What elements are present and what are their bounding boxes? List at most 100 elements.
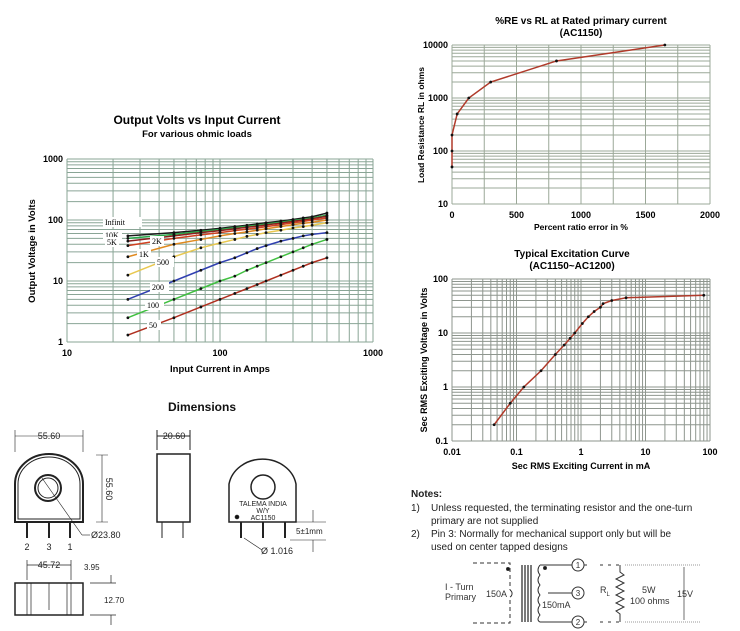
series-label-bg	[103, 230, 122, 240]
data-point	[126, 234, 130, 238]
data-point	[172, 236, 176, 240]
hole-leader	[41, 477, 83, 536]
y-tick-label: 1	[58, 337, 63, 347]
excitation-curve-chart: Typical Excitation Curve (AC1150~AC1200)…	[419, 249, 718, 471]
front-dim-lines	[14, 430, 108, 523]
data-point	[264, 261, 268, 265]
data-point	[325, 256, 329, 260]
y-tick-label: 100	[48, 215, 63, 225]
primary-winding	[509, 589, 513, 598]
dimensions-title: Dimensions	[168, 400, 236, 414]
data-point	[245, 287, 249, 291]
x-tick-label: 500	[509, 210, 524, 220]
x-tick-label: 0	[449, 210, 454, 220]
data-point	[291, 226, 295, 230]
data-point	[568, 336, 572, 340]
data-point	[553, 353, 557, 356]
chart-subtitle: For various ohmic loads	[142, 129, 252, 140]
data-point	[325, 218, 329, 222]
data-point	[310, 233, 314, 236]
resistor-power: 5W	[642, 585, 656, 595]
data-point	[291, 250, 295, 254]
series-label-bg	[137, 249, 151, 259]
data-point	[264, 225, 268, 228]
data-point	[126, 297, 130, 301]
data-point	[301, 225, 305, 228]
chart-title: Output Volts vs Input Current	[113, 113, 280, 127]
data-point	[126, 316, 130, 320]
note-1-num: 1)	[411, 503, 420, 514]
pin-3-terminal	[571, 586, 585, 600]
hole-dim: Ø23.80	[91, 530, 121, 540]
data-point	[126, 236, 130, 240]
data-point	[310, 220, 314, 224]
front-view-inner	[17, 456, 81, 520]
data-point	[245, 268, 249, 272]
transformer-core	[521, 565, 532, 622]
y-tick-label: 0.1	[435, 436, 448, 446]
x-axis-label: Sec RMS Exciting Current in mA	[512, 461, 651, 471]
data-point	[325, 221, 329, 225]
data-point	[580, 322, 584, 325]
y-tick-label: 1000	[428, 93, 448, 103]
data-point	[586, 315, 590, 319]
data-point	[255, 247, 259, 250]
data-point	[218, 229, 222, 233]
marked-core-hole	[250, 474, 276, 500]
data-point	[264, 227, 268, 231]
data-point	[624, 296, 628, 300]
data-point	[450, 165, 454, 169]
notes-heading: Notes:	[411, 489, 442, 500]
data-point	[199, 305, 203, 309]
data-point	[279, 223, 283, 227]
x-tick-label: 100	[212, 348, 227, 358]
marking-line-1: TALEMA INDIA	[239, 501, 287, 508]
series-label-bg	[145, 300, 164, 310]
data-point	[172, 242, 176, 246]
data-point	[291, 223, 295, 227]
data-point	[663, 43, 667, 47]
front-view-body	[14, 453, 84, 523]
data-point	[255, 233, 259, 236]
resistor-value: 100 ohms	[630, 596, 670, 606]
resistor-label: RL	[600, 585, 611, 598]
notes: Notes: 1) Unless requested, the terminat…	[411, 489, 692, 553]
series-label: Infinit	[105, 218, 126, 227]
pin-length-dim: 5±1mm	[296, 527, 323, 536]
data-point	[218, 241, 222, 245]
pin-1-label: 1	[576, 561, 581, 570]
data-point	[450, 133, 454, 137]
data-point	[255, 283, 259, 286]
series-label: 5K	[107, 238, 117, 247]
data-point	[233, 238, 237, 241]
data-point	[255, 226, 259, 230]
data-point	[199, 231, 203, 235]
data-point	[126, 255, 130, 259]
series-label: 10K	[105, 231, 119, 240]
data-point	[562, 343, 566, 347]
data-point	[301, 246, 305, 250]
pin-dia-dim: Ø 1.016	[261, 546, 293, 556]
circuit-diagram: I - Turn Primary 150A 150mA 1 3 2 RL 5W …	[445, 558, 700, 629]
data-point	[508, 401, 512, 405]
note-1-line-1: Unless requested, the terminating resist…	[431, 503, 692, 514]
x-tick-label: 2000	[700, 210, 720, 220]
data-point	[245, 230, 249, 234]
marked-view-body	[228, 458, 297, 523]
data-point	[291, 236, 295, 240]
voltage-label: 15V	[677, 589, 693, 599]
data-point	[599, 305, 602, 309]
data-point	[325, 211, 329, 215]
data-point	[325, 238, 329, 241]
depth-dim: 20.60	[163, 431, 186, 441]
pitch-dim: 45.72	[38, 560, 61, 570]
x-tick-label: 100	[702, 447, 717, 457]
side-view-lines	[156, 430, 191, 538]
marked-pins	[240, 522, 286, 538]
data-point	[573, 331, 577, 335]
marked-dim-lines	[243, 510, 326, 552]
resistor-subscript: L	[607, 592, 611, 598]
chart-title: Typical Excitation Curve	[514, 249, 630, 260]
pin-3-label: 3	[576, 589, 581, 598]
